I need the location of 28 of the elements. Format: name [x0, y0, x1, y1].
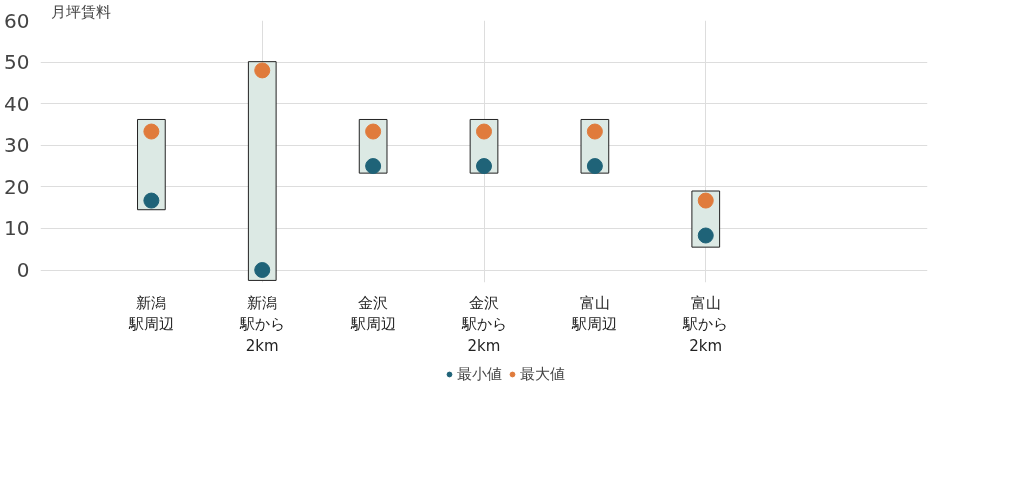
y-tick-label: 60: [4, 8, 30, 33]
y-tick-label: 30: [4, 133, 30, 158]
point: [143, 123, 160, 140]
y-tick-label: 10: [4, 216, 30, 241]
point: [476, 123, 492, 140]
y-tick-label: 0: [16, 258, 30, 283]
point: [365, 158, 382, 175]
point: [365, 123, 382, 140]
point: [586, 158, 603, 175]
point: [697, 192, 714, 209]
x-tick-label: 新潟駅周辺: [127, 293, 174, 334]
point: [254, 262, 271, 279]
legend-label: 最小値: [456, 364, 502, 384]
x-tick-label: 金沢駅周辺: [349, 293, 396, 334]
y-tick-label: 50: [4, 50, 30, 75]
point: [476, 158, 492, 175]
point: [143, 192, 160, 209]
point: [586, 123, 603, 140]
y-tick-label: 40: [4, 91, 30, 116]
legend-label: 最大値: [519, 364, 565, 384]
y-tick-label: 20: [4, 174, 30, 199]
point: [254, 62, 271, 79]
point: [697, 227, 714, 244]
y-axis-title: 月坪賃料: [50, 2, 111, 21]
x-tick-label: 金沢駅から2km: [460, 293, 507, 355]
x-tick-label: 富山駅周辺: [571, 293, 618, 334]
x-tick-label: 新潟駅から2km: [238, 293, 285, 355]
x-tick-label: 富山駅から2km: [682, 293, 729, 355]
